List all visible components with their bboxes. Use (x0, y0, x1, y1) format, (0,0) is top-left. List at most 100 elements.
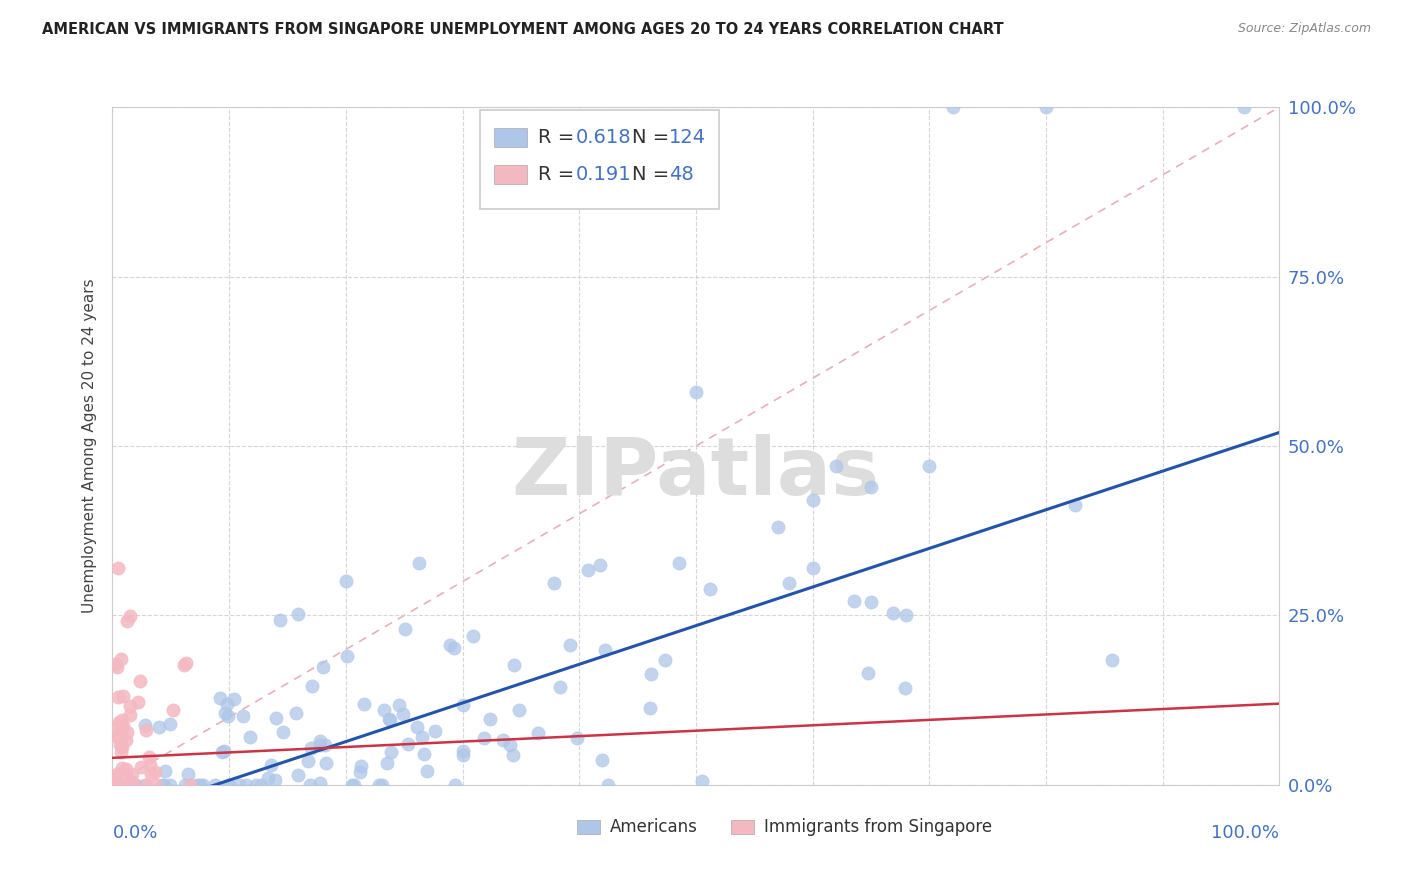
Point (548, 681, 571, 695)
Point (115, 614, 138, 628)
Point (110, 738, 132, 752)
Point (312, 660, 335, 674)
Point (204, 778, 226, 792)
Point (173, 658, 195, 673)
Point (153, 778, 176, 792)
Point (179, 778, 201, 792)
Point (187, 778, 209, 792)
Point (412, 747, 434, 761)
Point (260, 757, 283, 772)
Point (141, 767, 163, 781)
Point (118, 698, 141, 713)
Point (405, 720, 427, 734)
Point (371, 778, 394, 792)
Point (439, 638, 461, 652)
Point (228, 778, 250, 792)
Point (778, 576, 800, 591)
Point (766, 520, 789, 534)
Point (287, 768, 309, 782)
Point (235, 778, 257, 792)
FancyBboxPatch shape (731, 821, 755, 834)
Point (342, 778, 364, 792)
Point (180, 778, 202, 792)
Point (114, 733, 136, 747)
Point (315, 756, 337, 771)
Point (942, 100, 965, 114)
Point (188, 778, 211, 792)
Point (560, 638, 582, 652)
Point (444, 778, 467, 792)
Point (335, 574, 357, 589)
Point (120, 609, 142, 624)
Point (451, 748, 474, 763)
Point (368, 778, 391, 792)
Text: 0.618: 0.618 (576, 128, 631, 147)
Point (103, 657, 125, 671)
Point (214, 744, 236, 758)
Point (392, 706, 415, 721)
Point (208, 691, 231, 706)
Point (215, 698, 238, 712)
Point (297, 754, 319, 768)
Point (134, 778, 156, 792)
Point (668, 556, 690, 570)
Point (591, 753, 613, 767)
Point (107, 778, 129, 792)
Y-axis label: Unemployment Among Ages 20 to 24 years: Unemployment Among Ages 20 to 24 years (82, 278, 97, 614)
Text: R =: R = (538, 165, 581, 185)
Point (451, 744, 474, 758)
Point (138, 750, 160, 764)
Point (110, 745, 132, 759)
Point (858, 665, 880, 680)
Point (120, 774, 142, 789)
Point (499, 738, 522, 752)
Point (108, 715, 131, 730)
Point (576, 563, 599, 577)
Text: Americans: Americans (610, 818, 697, 836)
Point (101, 769, 124, 783)
Point (1233, 100, 1256, 114)
Point (801, 561, 824, 575)
FancyBboxPatch shape (479, 111, 720, 209)
Point (239, 730, 262, 744)
Point (110, 761, 132, 775)
Point (343, 778, 366, 792)
Point (565, 731, 588, 745)
Point (127, 695, 149, 709)
FancyBboxPatch shape (494, 165, 527, 185)
Point (654, 652, 676, 666)
Point (162, 703, 184, 717)
Point (380, 713, 402, 727)
Point (271, 724, 294, 739)
Point (308, 733, 330, 747)
Point (396, 737, 419, 751)
Text: 124: 124 (669, 128, 706, 147)
FancyBboxPatch shape (576, 821, 600, 834)
Point (159, 778, 181, 792)
Point (129, 760, 152, 774)
Point (699, 582, 721, 597)
Point (543, 575, 565, 590)
Point (174, 778, 197, 792)
Point (110, 651, 132, 665)
Point (111, 740, 134, 755)
Point (121, 767, 143, 781)
Point (860, 480, 883, 494)
Point (218, 778, 240, 792)
Point (349, 764, 371, 779)
Point (503, 657, 526, 672)
Point (139, 757, 162, 772)
Point (894, 681, 917, 695)
Point (284, 706, 307, 721)
Point (527, 726, 550, 740)
Text: R =: R = (538, 128, 581, 147)
Point (299, 740, 322, 755)
Point (217, 709, 239, 723)
Point (107, 561, 129, 575)
Point (801, 493, 824, 508)
Point (125, 778, 148, 792)
Point (387, 698, 409, 712)
Text: 100.0%: 100.0% (1212, 824, 1279, 842)
Point (508, 703, 530, 717)
Point (129, 673, 152, 688)
